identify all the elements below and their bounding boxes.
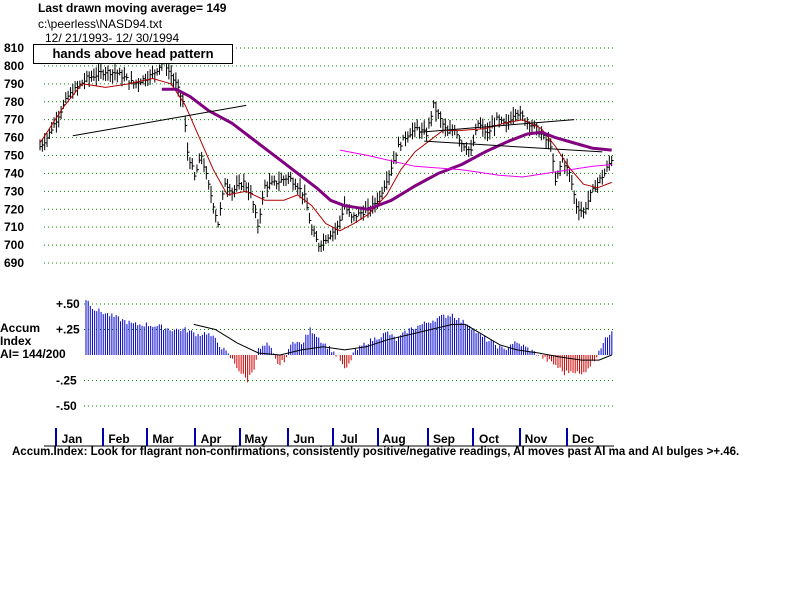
month-label: Jun (293, 432, 314, 446)
ai-gridlines (84, 303, 614, 407)
price-tick-label: 720 (4, 202, 24, 216)
month-label: Jan (62, 432, 83, 446)
price-tick-label: 790 (4, 77, 24, 91)
trend-lines (72, 104, 603, 153)
price-tick-label: 750 (4, 149, 24, 163)
month-label: Aug (382, 432, 405, 446)
month-label: Mar (152, 432, 174, 446)
month-label: Feb (108, 432, 129, 446)
footer-note: Accum.Index: Look for flagrant non-confi… (12, 446, 740, 458)
data-file-path: c:\peerless\NASD94.txt (38, 17, 163, 31)
trend-line (419, 119, 575, 133)
ma-short-line (39, 78, 612, 232)
trend-line (424, 140, 603, 153)
month-label: Sep (433, 432, 455, 446)
pattern-annotation: hands above head pattern (33, 44, 233, 64)
price-tick-label: 800 (4, 59, 24, 73)
price-tick-label: 740 (4, 166, 24, 180)
price-y-axis: 810 800 790 780 770 760 750 740 730 720 710 700 690 (4, 41, 24, 270)
price-tick-label: 710 (4, 220, 24, 234)
ai-label-value: AI= 144/200 (0, 347, 66, 361)
ai-tick-label: -.50 (56, 399, 77, 413)
ai-tick-label: -.25 (56, 374, 77, 388)
ai-label-index: Index (0, 334, 32, 348)
moving-averages (39, 78, 612, 232)
price-tick-label: 690 (4, 256, 24, 270)
date-range: 12/ 21/1993- 12/ 30/1994 (45, 31, 180, 45)
ai-bars (85, 300, 613, 383)
price-bars (39, 51, 614, 252)
ai-tick-label: +.25 (56, 323, 80, 337)
month-label: Jul (340, 432, 357, 446)
ai-tick-label: +.50 (56, 297, 80, 311)
price-chart: 810800790780770760750740730720710700690 … (4, 41, 614, 447)
month-label: Dec (572, 432, 594, 446)
price-tick-label: 810 (4, 41, 24, 55)
ma-mid-line (339, 149, 612, 178)
price-tick-label: 700 (4, 238, 24, 252)
trend-line (72, 104, 247, 137)
price-tick-label: 760 (4, 131, 24, 145)
chart-heading: Last drawn moving average= 149 (38, 1, 227, 15)
price-gridlines (44, 47, 614, 264)
ai-y-axis: +.50 +.25 -.25 -.50 (56, 297, 80, 413)
month-label: Apr (201, 432, 222, 446)
price-tick-label: 770 (4, 113, 24, 127)
price-tick-label: 730 (4, 184, 24, 198)
month-label: Oct (479, 432, 499, 446)
month-label: Nov (525, 432, 548, 446)
ai-ma-line (193, 323, 612, 361)
ai-label-accum: Accum (0, 321, 41, 335)
month-axis: Jan Feb Mar Apr May Jun Jul Aug Sep Oct Nov Dec (44, 428, 614, 447)
month-label: May (244, 432, 268, 446)
ai-moving-average (193, 323, 612, 361)
ma-long-line (161, 87, 612, 211)
price-tick-label: 780 (4, 95, 24, 109)
